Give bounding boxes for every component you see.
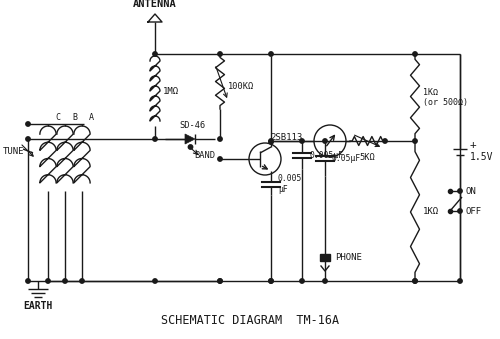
Circle shape [80,279,84,283]
Circle shape [218,279,222,283]
Circle shape [218,52,222,56]
Circle shape [63,279,67,283]
Text: 1KΩ: 1KΩ [423,206,439,216]
Circle shape [269,279,273,283]
Text: A: A [89,114,94,122]
Text: 0.05μF: 0.05μF [332,154,361,163]
Circle shape [458,209,462,213]
Text: 1.5V: 1.5V [470,153,494,162]
Text: 1KΩ
(or 500Ω): 1KΩ (or 500Ω) [423,88,468,107]
Circle shape [323,139,327,143]
Circle shape [26,122,30,126]
Circle shape [458,189,462,193]
Polygon shape [185,134,195,144]
Text: +: + [470,140,477,149]
Text: 5KΩ: 5KΩ [360,153,376,162]
Text: TUNE: TUNE [3,146,24,156]
Bar [320,254,330,261]
Text: SCHEMATIC DIAGRAM  TM-16A: SCHEMATIC DIAGRAM TM-16A [161,315,339,327]
Circle shape [300,279,304,283]
Circle shape [413,279,417,283]
Text: PHONE: PHONE [335,254,362,262]
Text: 100KΩ: 100KΩ [228,82,254,91]
Circle shape [46,279,50,283]
Text: ON: ON [465,186,476,196]
Circle shape [269,279,273,283]
Circle shape [458,279,462,283]
Circle shape [153,137,157,141]
Text: ANTENNA: ANTENNA [133,0,177,9]
Text: BAND: BAND [194,151,216,160]
Circle shape [300,139,304,143]
Circle shape [383,139,387,143]
Text: 0.005μF: 0.005μF [309,151,343,160]
Circle shape [218,137,222,141]
Circle shape [323,279,327,283]
Circle shape [269,52,273,56]
Circle shape [153,279,157,283]
Circle shape [153,52,157,56]
Text: 0.005
μF: 0.005 μF [278,174,302,194]
Text: SD-46: SD-46 [180,121,206,130]
Circle shape [218,157,222,161]
Text: C: C [55,114,60,122]
Circle shape [269,139,273,143]
Text: EARTH: EARTH [24,301,52,311]
Text: 1MΩ: 1MΩ [163,86,179,96]
Text: 2SB113: 2SB113 [270,133,302,141]
Circle shape [188,145,192,149]
Circle shape [269,140,273,144]
Circle shape [218,279,222,283]
Text: OFF: OFF [465,206,481,216]
Circle shape [26,279,30,283]
Circle shape [413,279,417,283]
Text: B: B [72,114,77,122]
Circle shape [413,52,417,56]
Circle shape [413,139,417,143]
Circle shape [26,137,30,141]
